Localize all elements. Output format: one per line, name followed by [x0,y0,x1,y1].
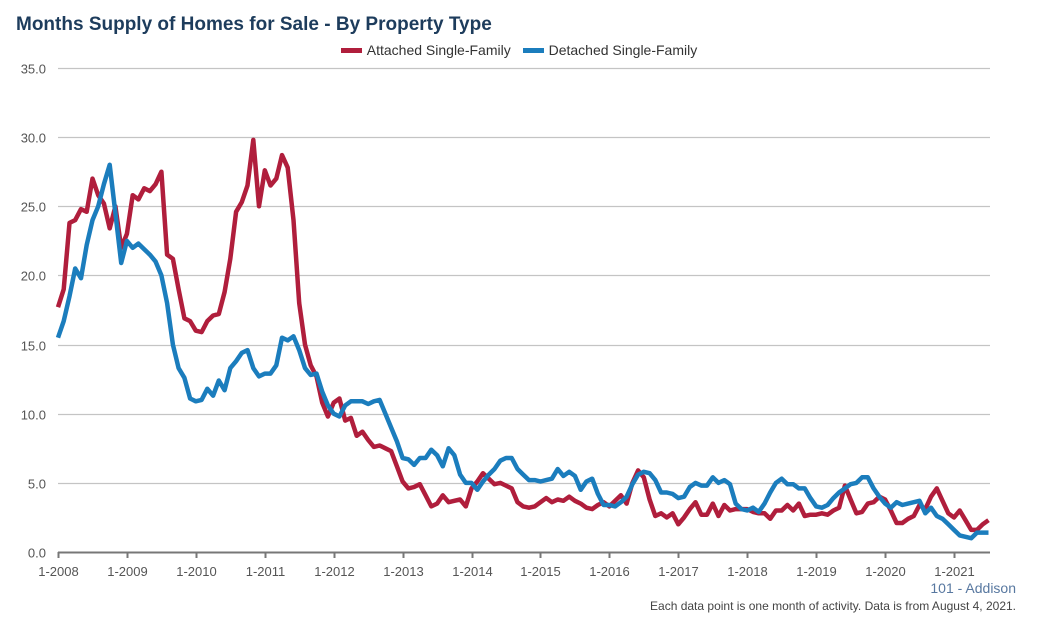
y-tick-label: 30.0 [21,131,46,146]
y-tick-label: 20.0 [21,269,46,284]
x-tick-label: 1-2009 [107,564,147,579]
y-tick-label: 0.0 [28,546,46,561]
legend-label: Detached Single-Family [548,42,698,58]
legend: Attached Single-Family Detached Single-F… [0,42,1038,58]
x-tick-label: 1-2011 [246,564,286,579]
legend-swatch [340,47,362,53]
y-tick-label: 5.0 [28,477,46,492]
legend-item-detached[interactable]: Detached Single-Family [522,42,698,58]
x-tick-label: 1-2013 [383,564,423,579]
x-tick-label: 1-2021 [934,564,974,579]
series-line-detached[interactable] [55,162,989,541]
x-tick-label: 1-2014 [452,564,492,579]
y-tick-label: 25.0 [21,200,46,215]
region-label: 101 - Addison [930,580,1016,596]
y-tick-label: 15.0 [21,339,46,354]
x-tick-label: 1-2015 [520,564,560,579]
x-tick-label: 1-2012 [314,564,354,579]
y-tick-label: 35.0 [21,62,46,77]
x-tick-label: 1-2017 [658,564,698,579]
y-tick-label: 10.0 [21,408,46,423]
legend-item-attached[interactable]: Attached Single-Family [340,42,511,58]
x-tick-label: 1-2016 [589,564,629,579]
chart-title: Months Supply of Homes for Sale - By Pro… [16,14,492,35]
x-tick-label: 1-2020 [865,564,905,579]
series-line-attached[interactable] [55,137,990,533]
x-tick-label: 1-2018 [727,564,767,579]
footnote: Each data point is one month of activity… [650,599,1016,613]
legend-label: Attached Single-Family [366,42,511,58]
x-tick-label: 1-2019 [796,564,836,579]
x-tick-label: 1-2010 [176,564,216,579]
x-tick-label: 1-2008 [38,564,78,579]
legend-swatch [522,47,544,53]
